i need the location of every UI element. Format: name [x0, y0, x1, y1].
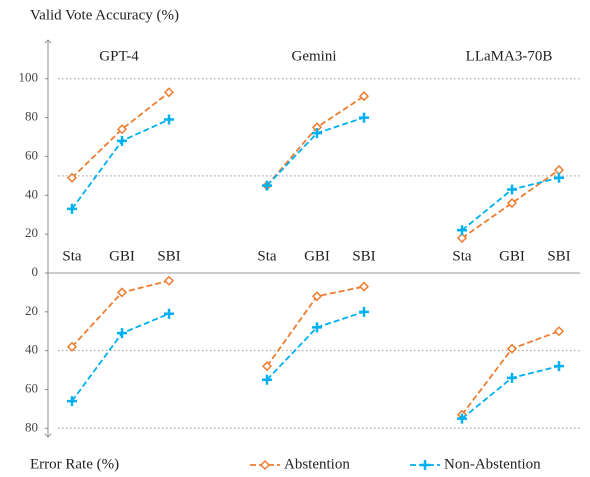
point-marker: [117, 328, 127, 339]
y-tick-label: 0: [32, 264, 39, 279]
point-marker: [507, 184, 517, 195]
point-marker: [312, 128, 322, 139]
point-marker: [67, 396, 77, 407]
point-marker: [359, 306, 369, 317]
y-tick-label: 60: [25, 380, 38, 395]
point-marker: [66, 341, 78, 352]
point-marker: [261, 361, 273, 372]
point-marker: [507, 372, 517, 383]
series-line: [461, 365, 560, 420]
point-marker: [554, 172, 564, 183]
x-tick-label: SBI: [547, 248, 570, 264]
point-marker: [457, 225, 467, 236]
y-tick-label: 100: [19, 70, 39, 85]
point-marker: [66, 172, 78, 183]
group-title: LLaMA3-70B: [466, 48, 553, 64]
point-marker: [262, 180, 272, 191]
point-marker: [358, 91, 370, 102]
series-line: [461, 330, 560, 416]
point-marker: [506, 197, 518, 209]
series-line: [71, 312, 170, 402]
group-title: Gemini: [292, 48, 337, 64]
series-line: [71, 91, 170, 179]
x-tick-label: SBI: [352, 248, 375, 264]
point-marker: [164, 308, 174, 319]
point-marker: [116, 124, 128, 135]
point-marker: [163, 87, 175, 98]
point-marker: [312, 322, 322, 333]
y-axis-title: Error Rate (%): [30, 456, 119, 472]
point-marker: [67, 203, 77, 214]
x-tick-label: GBI: [109, 248, 135, 264]
point-marker: [456, 232, 468, 244]
x-tick-label: GBI: [304, 248, 330, 264]
point-marker: [116, 287, 128, 298]
series-line: [266, 310, 365, 381]
y-tick-label: 20: [25, 225, 38, 240]
x-tick-label: SBI: [157, 248, 180, 264]
x-tick-label: GBI: [499, 248, 525, 264]
y-tick-label: 40: [25, 186, 38, 201]
point-marker: [359, 112, 369, 123]
y-axis-title: Valid Vote Accuracy (%): [30, 7, 179, 23]
legend-marker: [259, 459, 271, 471]
point-marker: [506, 343, 518, 354]
point-marker: [358, 281, 370, 292]
point-marker: [163, 275, 175, 286]
y-tick-label: 20: [25, 303, 38, 318]
point-marker: [164, 114, 174, 125]
y-tick-label: 80: [25, 109, 38, 124]
point-marker: [457, 413, 467, 424]
x-tick-label: Sta: [62, 248, 82, 264]
group-title: GPT-4: [99, 48, 139, 64]
legend-label: Abstention: [284, 456, 350, 472]
x-tick-label: Sta: [452, 248, 472, 264]
point-marker: [117, 135, 127, 146]
point-marker: [311, 291, 323, 302]
point-marker: [553, 326, 565, 337]
point-marker: [262, 374, 272, 385]
x-tick-label: Sta: [257, 248, 277, 264]
y-tick-label: 40: [25, 342, 38, 357]
legend-marker: [420, 460, 430, 470]
series-line: [266, 95, 365, 187]
series-line: [461, 169, 560, 239]
y-tick-label: 60: [25, 147, 38, 162]
legend-label: Non-Abstention: [444, 456, 541, 472]
y-tick-label: 80: [25, 419, 38, 434]
point-marker: [554, 361, 564, 372]
